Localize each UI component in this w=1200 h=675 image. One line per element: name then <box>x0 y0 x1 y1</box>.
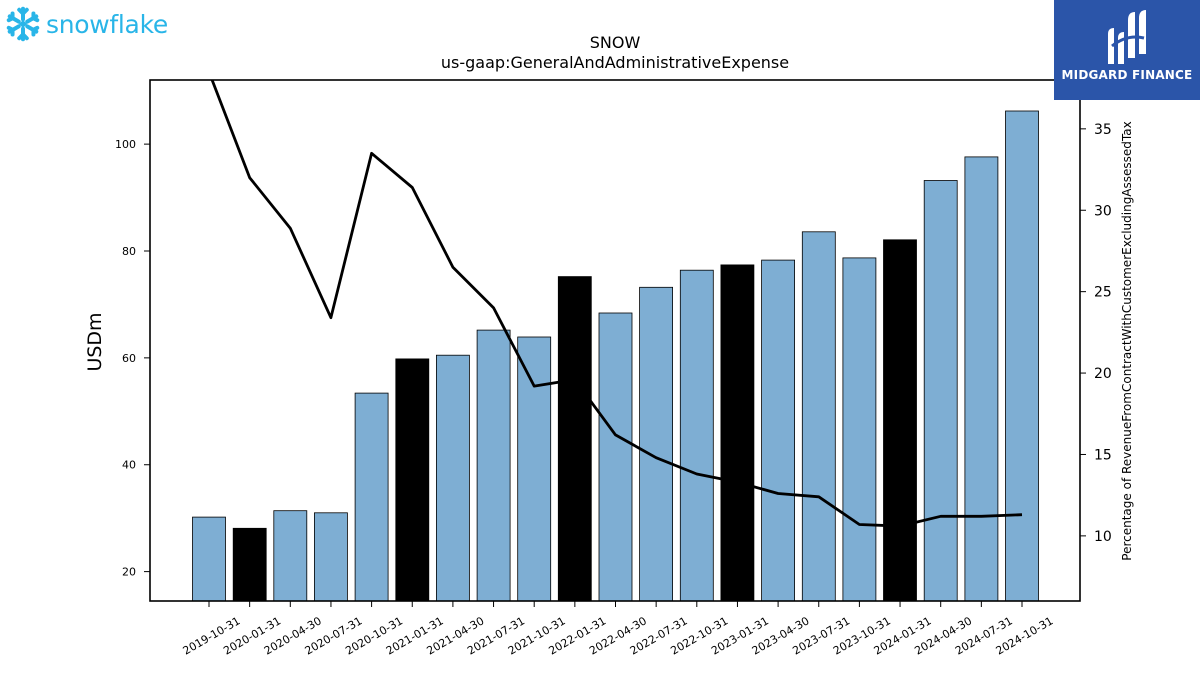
line-layer <box>210 80 1023 528</box>
snowflake-logo: snowflake <box>4 5 168 43</box>
snowflake-wordmark: snowflake <box>46 9 168 39</box>
chart-title: SNOW <box>590 33 641 52</box>
bar-2024-07-31 <box>964 156 999 602</box>
ratio-line <box>210 80 1023 528</box>
y-tick-label: 100 <box>115 138 136 151</box>
midgard-logo-icon <box>1108 10 1146 64</box>
y-tick-label: 40 <box>122 459 136 472</box>
chart-subtitle: us-gaap:GeneralAndAdministrativeExpense <box>441 53 789 72</box>
midgard-finance-logo: MIDGARD FINANCE <box>1054 0 1200 100</box>
bar-2020-04-30 <box>273 510 308 602</box>
y2-tick-label: 30 <box>1094 203 1112 219</box>
snowflake-icon <box>6 6 40 42</box>
y-tick-label: 60 <box>122 352 136 365</box>
bar-2021-01-31 <box>395 358 430 602</box>
bar-2024-10-31 <box>1005 110 1039 602</box>
y-tick-label: 80 <box>122 245 136 258</box>
bar-2021-10-31 <box>517 336 552 602</box>
bar-2023-10-31 <box>842 257 877 602</box>
bar-2020-07-31 <box>313 512 348 602</box>
bar-2024-01-31 <box>883 239 917 602</box>
y-axis-label: USDm <box>84 312 106 371</box>
bar-2023-04-30 <box>761 259 795 602</box>
bars-layer <box>192 110 1039 602</box>
bar-2022-10-31 <box>679 269 714 602</box>
y2-tick-label: 15 <box>1094 447 1112 463</box>
y2-axis-label: Percentage of RevenueFromContractWithCus… <box>1120 121 1134 560</box>
bar-2019-10-31 <box>192 516 226 602</box>
bar-2024-04-30 <box>923 180 958 602</box>
y2-tick-label: 35 <box>1094 122 1112 138</box>
y-tick-label: 20 <box>122 566 136 579</box>
y2-tick-label: 20 <box>1094 366 1112 382</box>
bar-2021-04-30 <box>435 354 470 602</box>
bar-2022-01-31 <box>557 276 592 602</box>
bar-2022-07-31 <box>639 286 673 602</box>
bar-2023-07-31 <box>801 231 836 602</box>
bar-2022-04-30 <box>598 312 633 602</box>
y2-tick-label: 10 <box>1094 529 1112 545</box>
midgard-wordmark: MIDGARD FINANCE <box>1061 68 1193 82</box>
y2-tick-label: 25 <box>1094 285 1112 301</box>
bar-2023-01-31 <box>720 264 755 602</box>
bar-2021-07-31 <box>476 329 511 602</box>
bar-2020-10-31 <box>354 392 389 602</box>
bar-2020-01-31 <box>232 527 267 602</box>
